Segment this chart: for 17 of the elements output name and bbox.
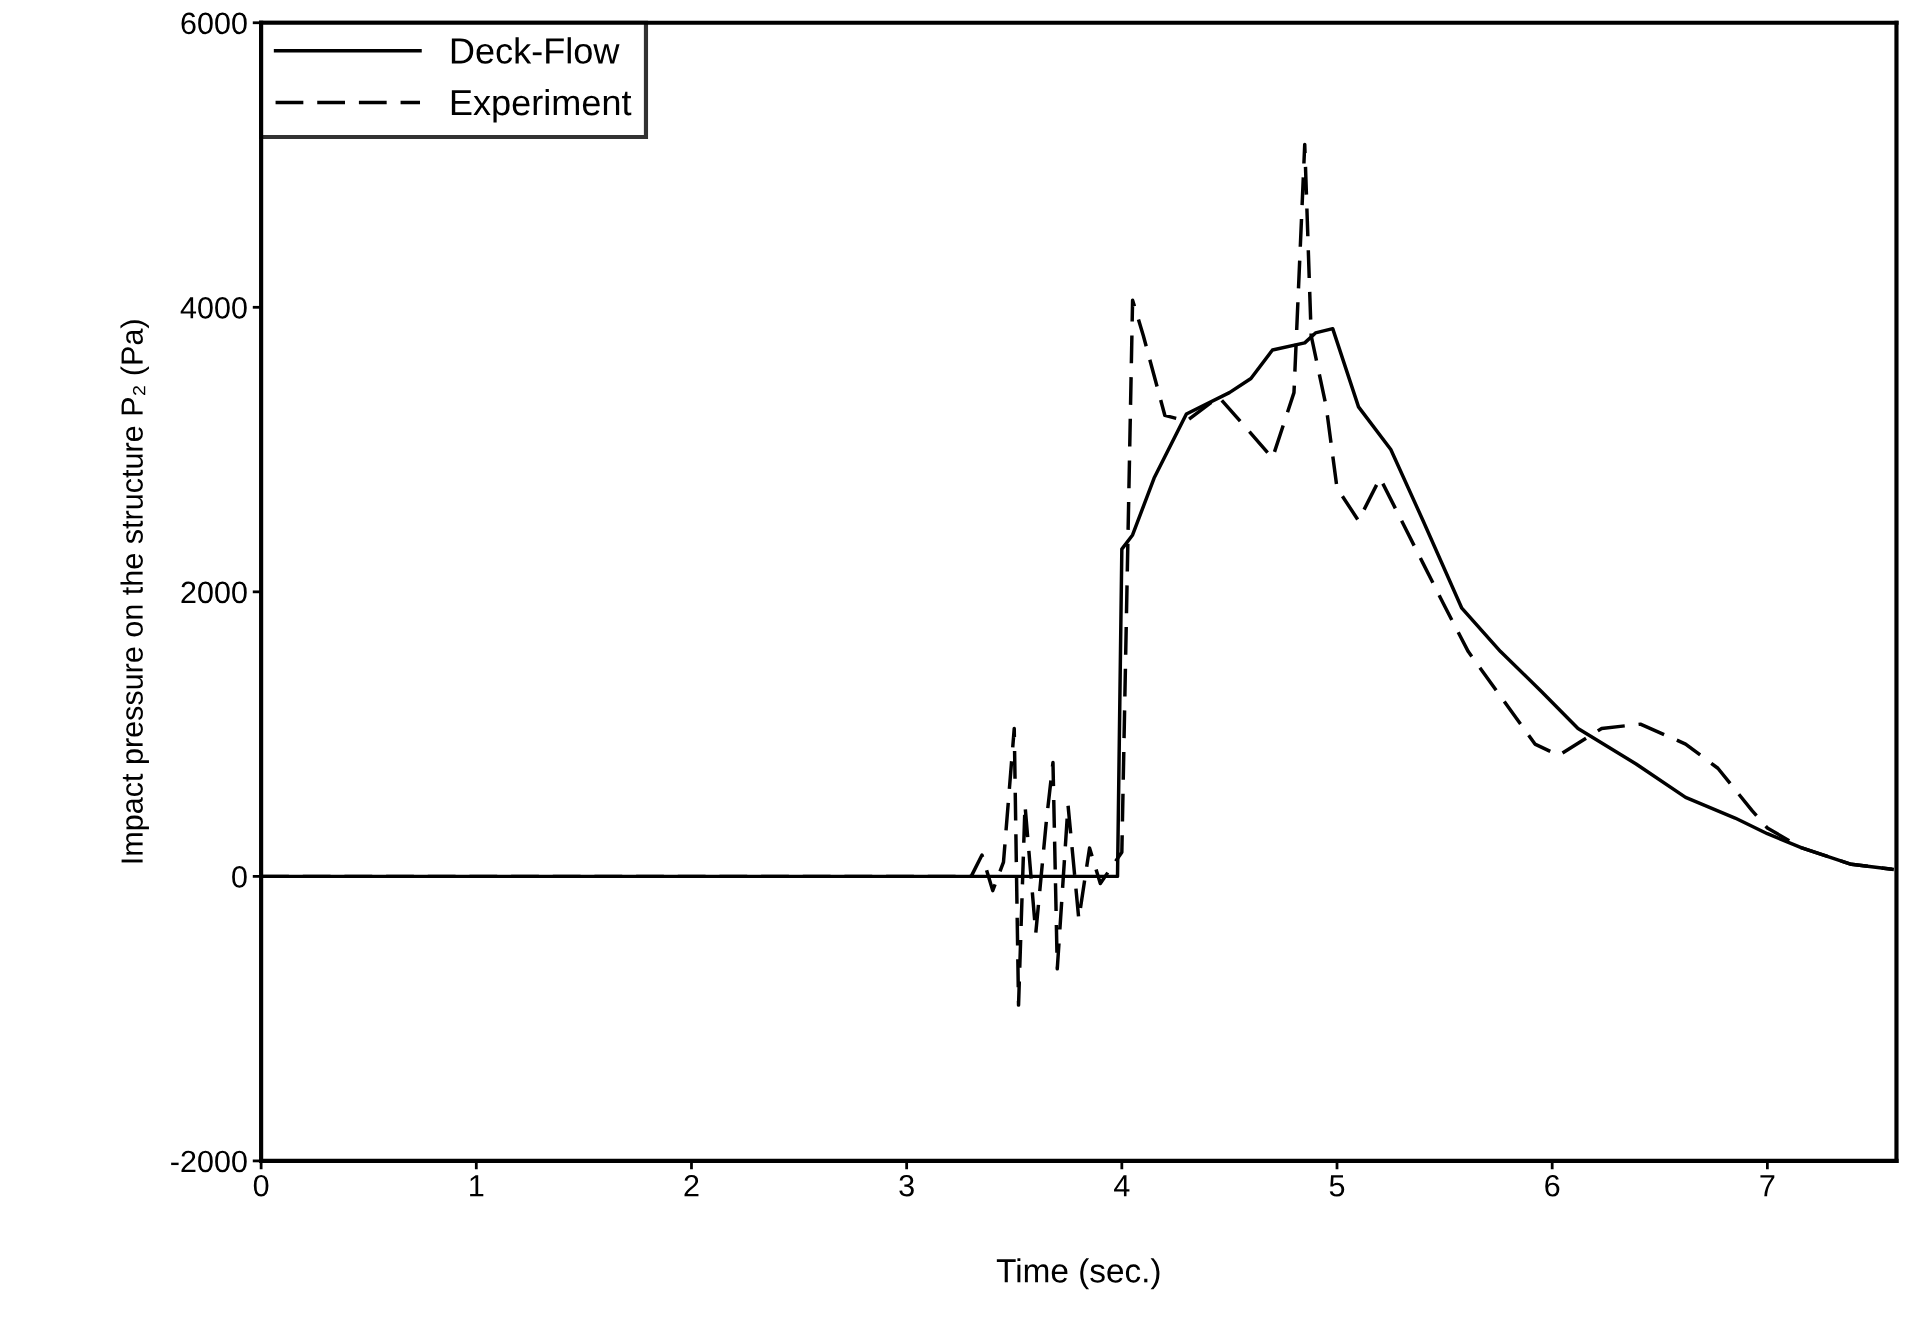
x-tick-label: 5 <box>1329 1175 1345 1197</box>
x-tick-label: 6 <box>1545 1174 1560 1197</box>
x-tick-label: 1 <box>470 1175 484 1197</box>
x-axis-title: Time (sec.) <box>996 1258 1160 1290</box>
y-tick-label: 2000 <box>181 581 247 604</box>
x-tick-label: 3 <box>899 1174 914 1197</box>
legend-label: Deck-Flow <box>451 37 620 64</box>
x-tick-label: 4 <box>1114 1175 1130 1197</box>
x-tick-label: 2 <box>684 1174 699 1197</box>
legend-label: Experiment <box>451 88 632 123</box>
y-tick-label: -2000 <box>171 1150 247 1173</box>
x-tick-label: 7 <box>1760 1175 1775 1197</box>
y-tick-label: 0 <box>232 866 247 888</box>
y-axis-title: Impact pressure on the structure P₂ (Pa) <box>120 320 149 863</box>
y-tick-label: 6000 <box>181 12 247 35</box>
y-tick-label: 4000 <box>180 297 247 319</box>
x-tick-label: 0 <box>253 1174 269 1197</box>
